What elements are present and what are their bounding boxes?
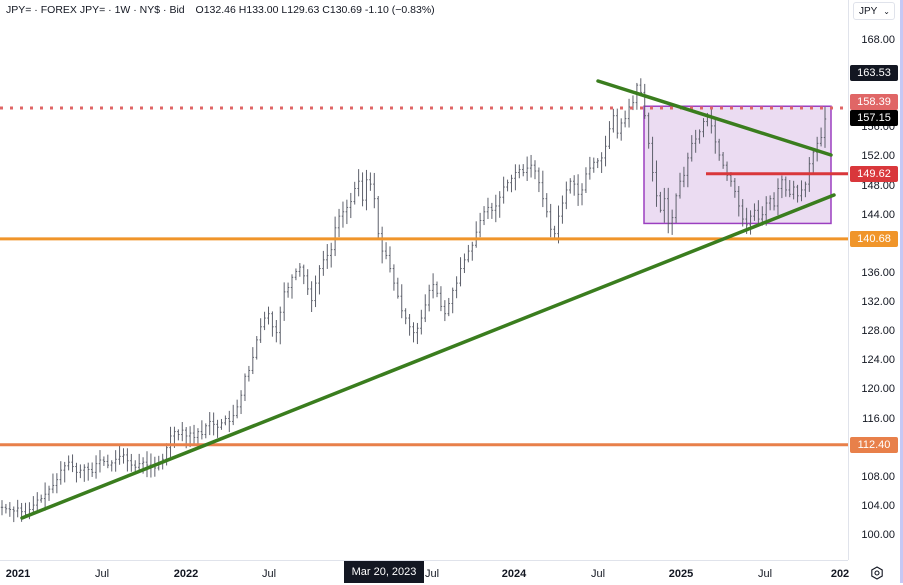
close-value: C130.69 bbox=[322, 4, 362, 16]
symbol: JPY= bbox=[6, 4, 32, 16]
open-value: O132.46 bbox=[195, 4, 236, 16]
price-badge: 112.40 bbox=[850, 436, 898, 453]
window-edge bbox=[900, 0, 903, 583]
chart-legend-header: JPY= · FOREX JPY= · 1W · NY$ · Bid O132.… bbox=[6, 4, 435, 16]
price-tick: 124.00 bbox=[861, 354, 895, 367]
time-tick: 202 bbox=[830, 568, 850, 580]
time-tick: 2022 bbox=[173, 568, 199, 580]
interval: 1W bbox=[114, 4, 131, 16]
time-tick: 2021 bbox=[5, 568, 31, 580]
price-tick: 132.00 bbox=[861, 296, 895, 309]
price-tick: 136.00 bbox=[861, 266, 895, 279]
price-badge: 140.68 bbox=[850, 230, 898, 247]
session: NY$ bbox=[139, 4, 161, 16]
currency-select[interactable]: JPY ⌄ bbox=[853, 2, 895, 20]
price-badge: 163.53 bbox=[850, 64, 898, 81]
price-badge: 158.39 bbox=[850, 94, 898, 110]
price-tick: 116.00 bbox=[862, 412, 895, 425]
price-tick: 152.00 bbox=[861, 150, 895, 163]
price-tick: 128.00 bbox=[861, 325, 895, 338]
ascending-trendline bbox=[20, 193, 836, 520]
price-tick: 104.00 bbox=[861, 499, 895, 512]
chart-plot-area[interactable] bbox=[0, 0, 848, 560]
high-value: H133.00 bbox=[238, 4, 279, 16]
chevron-down-icon: ⌄ bbox=[883, 7, 890, 16]
time-tick: Jul bbox=[757, 568, 773, 580]
price-type: Bid bbox=[169, 4, 185, 16]
exchange: FOREX JPY= bbox=[40, 4, 106, 16]
price-tick: 120.00 bbox=[861, 383, 895, 396]
change-value: -1.10 (−0.83%) bbox=[364, 4, 435, 16]
time-tick: Jul bbox=[590, 568, 606, 580]
time-tick: 2025 bbox=[668, 568, 694, 580]
time-tick: Jul bbox=[424, 568, 440, 580]
price-tick: 144.00 bbox=[861, 208, 895, 221]
price-tick: 168.00 bbox=[861, 34, 895, 46]
price-axis[interactable]: 168.00 152.00 148.00 144.00 136.00 132.00 128.… bbox=[848, 0, 901, 560]
time-tick: 2024 bbox=[501, 568, 527, 580]
low-value: L129.63 bbox=[281, 4, 320, 16]
time-tick: Jul bbox=[94, 568, 110, 580]
ohlc-chart bbox=[0, 78, 848, 523]
price-tick: 100.00 bbox=[861, 528, 895, 541]
price-tick: 148.00 bbox=[861, 179, 895, 192]
time-axis[interactable]: 2021Jul2022Jul2Jul2024Jul2025Jul202 bbox=[0, 560, 850, 584]
settings-gear-icon[interactable] bbox=[870, 566, 884, 580]
price-badge: 149.62 bbox=[850, 165, 898, 182]
crosshair-date-tooltip: Mar 20, 2023 bbox=[344, 561, 424, 583]
price-tick: 108.00 bbox=[861, 470, 895, 483]
time-tick: Jul bbox=[261, 568, 277, 580]
descending-trendline bbox=[596, 79, 833, 157]
price-badge: 157.15 bbox=[850, 110, 898, 126]
